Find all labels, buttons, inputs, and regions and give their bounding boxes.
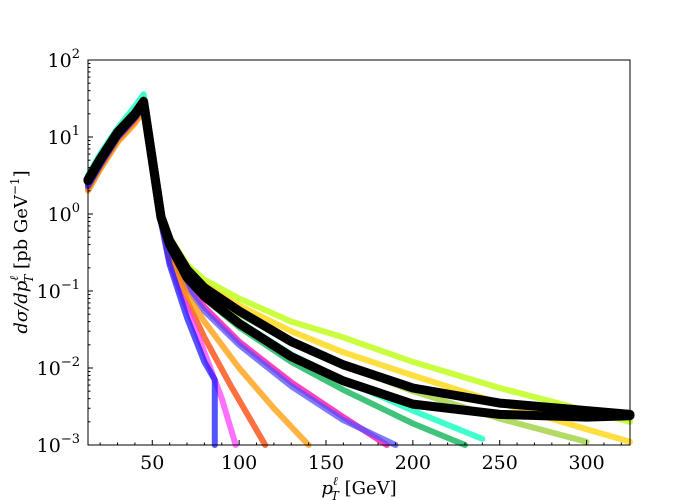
x-tick-label: 150 — [308, 452, 344, 474]
series-line — [83, 98, 635, 422]
y-tick-label: 102 — [48, 47, 80, 72]
y-tick-label: 10−1 — [37, 278, 80, 303]
y-tick-label: 101 — [48, 124, 80, 149]
y-tick-label: 10−3 — [37, 432, 80, 457]
series-layer — [83, 91, 635, 448]
y-axis: 10−3 10−2 10−1 100 101 102 — [37, 47, 93, 457]
x-tick-label: 200 — [395, 452, 431, 474]
x-tick-label: 50 — [140, 452, 164, 474]
x-axis-label: pℓ T [GeV] — [321, 474, 396, 500]
y-axis-label: dσ/dpℓT [pb GeV−1] — [7, 170, 36, 333]
y-tick-label: 100 — [48, 201, 80, 226]
series-line — [85, 96, 468, 448]
x-tick-label: 100 — [221, 452, 257, 474]
x-tick-label: 300 — [568, 452, 604, 474]
x-axis: 50 100 150 200 250 300 — [99, 440, 622, 474]
y-tick-label: 10−2 — [37, 355, 80, 380]
plot-frame — [87, 59, 631, 446]
x-tick-label: 250 — [482, 452, 518, 474]
